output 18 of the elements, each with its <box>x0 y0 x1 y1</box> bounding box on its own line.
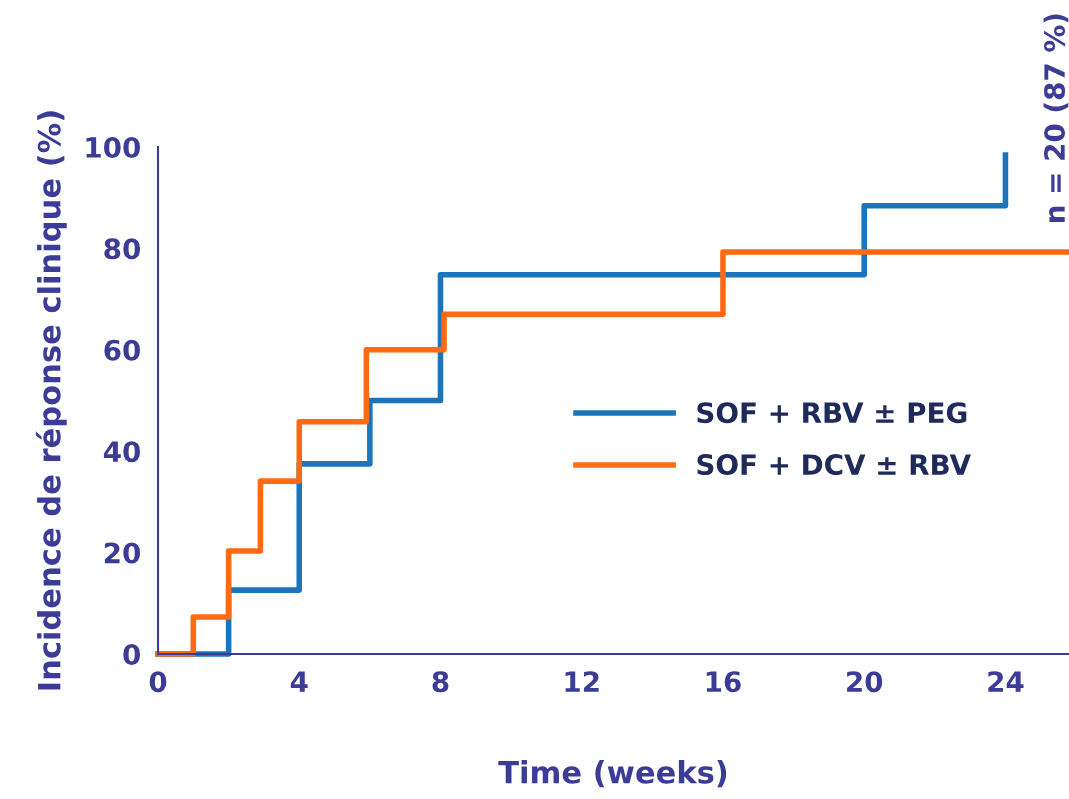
annotation: n = 20 (87 %) <box>1043 14 1069 222</box>
y-tick-label: 100 <box>86 136 141 158</box>
y-tick-label: 0 <box>123 643 141 665</box>
x-tick-label: 8 <box>432 671 449 693</box>
x-axis-title: Time (weeks) <box>498 760 727 788</box>
x-tick-label: 24 <box>988 671 1024 692</box>
y-tick-label: 20 <box>104 542 141 564</box>
legend-label: SOF + DCV ± RBV <box>697 454 971 476</box>
legend-label: SOF + RBV ± PEG <box>697 402 967 424</box>
x-tick-label: 0 <box>149 671 167 693</box>
y-tick-label: 60 <box>104 339 141 361</box>
x-tick-label: 12 <box>565 671 599 692</box>
y-tick-label: 40 <box>103 441 141 463</box>
y-tick-label: 80 <box>104 238 141 260</box>
x-tick-label: 4 <box>290 671 308 692</box>
x-tick-label: 20 <box>847 671 883 693</box>
x-tick-label: 16 <box>706 671 741 693</box>
y-axis-title: Incidence de réponse clinique (%) <box>35 111 67 690</box>
